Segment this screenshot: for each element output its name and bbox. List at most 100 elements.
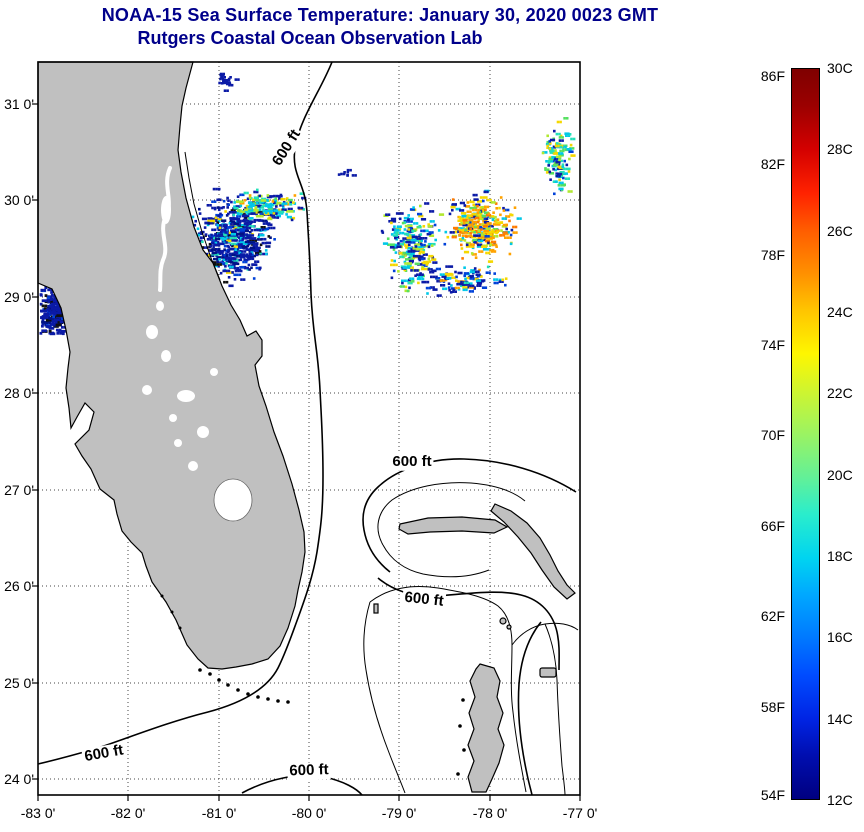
sst-pixel <box>466 201 470 204</box>
sst-pixel <box>489 222 492 225</box>
sst-pixel <box>422 264 426 267</box>
sst-pixel <box>262 210 266 214</box>
sst-pixel <box>460 284 463 288</box>
sst-pixel <box>245 204 249 208</box>
sst-pixel <box>399 255 402 259</box>
sst-pixel <box>492 243 495 247</box>
sst-pixel <box>264 211 268 215</box>
sst-pixel <box>564 132 567 135</box>
sst-pixel <box>237 78 240 81</box>
sst-pixel <box>459 209 462 212</box>
sst-pixel <box>471 290 474 293</box>
sst-pixel <box>266 195 270 199</box>
sst-pixel <box>236 222 240 225</box>
sst-pixel <box>410 254 414 257</box>
sst-pixel <box>504 283 507 287</box>
sst-pixel <box>464 228 467 232</box>
sst-pixel <box>256 218 259 222</box>
sst-pixel <box>222 258 226 262</box>
sst-pixel <box>52 322 56 326</box>
sst-pixel <box>211 251 215 255</box>
sst-pixel <box>253 248 256 251</box>
sst-pixel <box>431 234 435 237</box>
sst-pixel <box>420 267 424 271</box>
sst-pixel <box>421 255 424 258</box>
sst-pixel <box>448 212 452 216</box>
sst-pixel <box>410 250 413 253</box>
sst-pixel <box>260 226 264 229</box>
sst-pixel <box>213 207 217 211</box>
sst-pixel <box>209 249 213 252</box>
sst-pixel <box>210 233 213 237</box>
sst-pixel <box>212 219 216 223</box>
sst-pixel <box>557 165 560 169</box>
sst-pixel <box>290 218 294 222</box>
sst-pixel <box>245 218 248 222</box>
sst-pixel <box>264 249 268 252</box>
sst-pixel <box>219 218 223 221</box>
sst-pixel <box>351 174 355 177</box>
sst-pixel <box>247 205 251 209</box>
sst-pixel <box>243 212 246 216</box>
x-axis-tick-label: -81 0' <box>201 805 237 821</box>
sst-pixel <box>462 221 466 225</box>
sst-pixel <box>508 219 511 223</box>
sst-pixel <box>491 240 494 244</box>
sst-pixel <box>217 228 221 232</box>
sst-pixel <box>216 198 219 202</box>
sst-pixel <box>225 249 228 253</box>
sst-pixel <box>485 236 489 240</box>
sst-pixel <box>283 198 286 201</box>
sst-pixel <box>489 241 492 245</box>
sst-pixel <box>235 260 238 264</box>
sst-pixel <box>249 239 252 242</box>
sst-pixel <box>233 231 237 234</box>
sst-pixel <box>224 231 227 234</box>
sst-pixel <box>61 332 65 336</box>
sst-pixel <box>260 219 264 222</box>
sst-pixel <box>285 210 289 213</box>
sst-pixel <box>233 242 236 246</box>
sst-pixel <box>403 268 407 272</box>
sst-pixel <box>270 207 274 210</box>
sst-pixel <box>487 239 491 243</box>
sst-pixel <box>201 217 205 221</box>
sst-pixel <box>59 314 63 318</box>
sst-pixel <box>474 253 477 256</box>
sst-pixel <box>251 239 255 242</box>
sst-pixel <box>435 277 438 280</box>
sst-pixel <box>428 260 432 263</box>
sst-pixel <box>228 284 231 288</box>
sst-pixel <box>247 221 250 224</box>
sst-pixel <box>55 328 59 332</box>
sst-pixel <box>259 212 263 216</box>
sst-pixel <box>41 324 44 328</box>
sst-pixel <box>50 300 53 304</box>
sst-pixel <box>221 236 225 240</box>
sst-pixel <box>485 271 489 274</box>
sst-pixel <box>408 230 411 234</box>
sst-pixel <box>269 223 273 227</box>
sst-pixel <box>241 219 245 223</box>
sst-pixel <box>553 192 556 196</box>
sst-pixel <box>445 265 448 268</box>
sst-pixel <box>430 268 433 271</box>
sst-pixel <box>255 214 259 218</box>
sst-pixel <box>215 243 218 247</box>
sst-pixel <box>219 230 223 234</box>
grand-bahama-island <box>398 516 509 535</box>
sst-pixel <box>484 233 488 236</box>
sst-pixel <box>45 321 49 325</box>
sst-pixel <box>51 326 55 330</box>
sst-pixel <box>515 231 518 234</box>
sst-pixel <box>475 229 478 233</box>
sst-pixel <box>500 221 504 224</box>
sst-pixel <box>44 316 48 320</box>
sst-pixel <box>232 238 236 242</box>
sst-pixel <box>477 203 481 207</box>
sst-pixel <box>220 228 223 232</box>
sst-pixel <box>253 190 256 194</box>
sst-pixel <box>469 206 472 210</box>
sst-pixel <box>255 266 259 270</box>
sst-pixel <box>354 174 357 177</box>
